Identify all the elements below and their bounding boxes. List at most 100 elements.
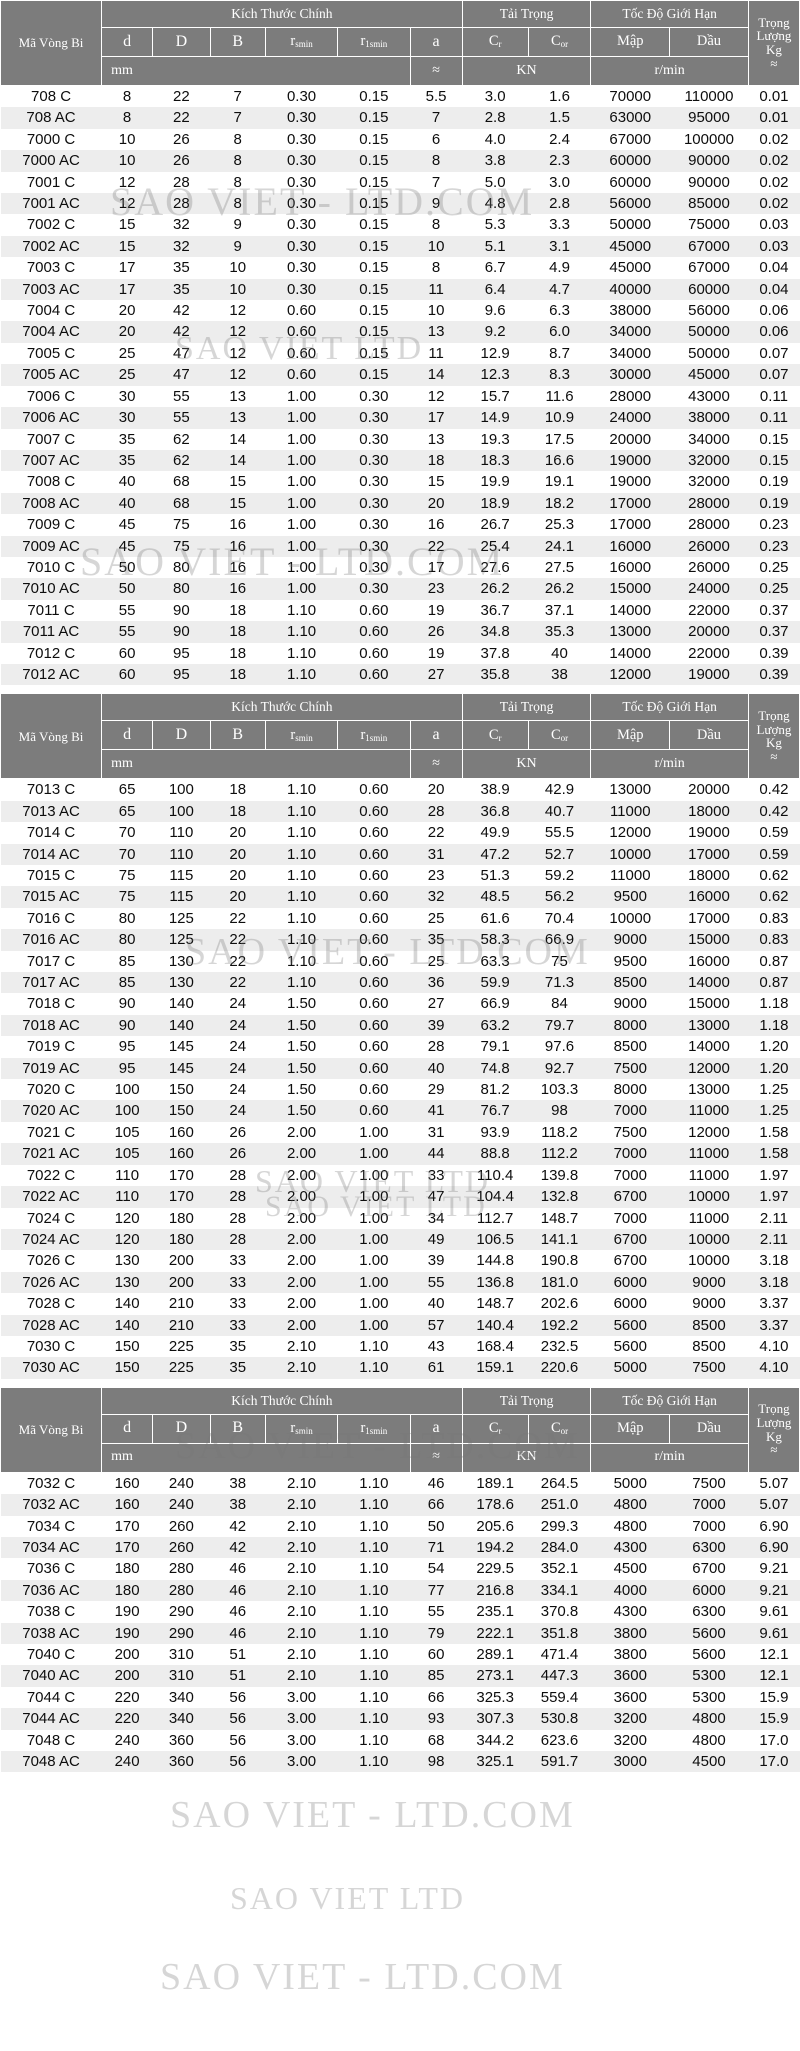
cell-D: 360 [152, 1729, 211, 1752]
cell-D: 145 [152, 1036, 211, 1058]
cell-map: 24000 [590, 407, 670, 429]
cell-B: 15 [210, 492, 266, 515]
cell-d: 35 [101, 428, 153, 450]
cell-dau: 13000 [669, 1079, 749, 1101]
cell-d: 45 [101, 535, 153, 557]
cell-cor: 11.6 [528, 385, 591, 408]
cell-rsmin: 2.10 [265, 1601, 338, 1623]
cell-a: 10 [410, 300, 463, 322]
cell-cor: 55.5 [528, 822, 591, 844]
cell-kg: 0.07 [748, 342, 800, 365]
cr-symbol: C [488, 33, 499, 50]
cell-D: 95 [152, 642, 211, 664]
cell-code: 7002 AC [0, 235, 102, 258]
cell-kg: 0.37 [748, 621, 800, 643]
cell-map: 4500 [590, 1558, 670, 1580]
cell-B: 20 [210, 886, 266, 908]
cell-D: 100 [152, 778, 211, 801]
cell-kg: 0.11 [748, 385, 800, 408]
table-row: 7007 AC 35 62 14 1.00 0.30 18 18.3 16.6 19000 3200… [0, 449, 800, 472]
cell-d: 150 [101, 1335, 153, 1358]
header-weight-approx: ≈ [770, 1442, 778, 1458]
cell-r1smin: 1.00 [337, 1271, 411, 1294]
cell-map: 45000 [590, 257, 670, 279]
cell-kg: 0.42 [748, 800, 800, 823]
cell-r1smin: 0.60 [337, 1036, 411, 1058]
cell-cr: 5.1 [462, 235, 529, 258]
cell-r1smin: 1.10 [337, 1644, 411, 1666]
cell-D: 62 [152, 449, 211, 472]
cell-r1smin: 1.10 [337, 1708, 411, 1730]
cell-map: 9000 [590, 993, 670, 1015]
cell-a: 50 [410, 1515, 463, 1537]
table-row: 7026 AC 130 200 33 2.00 1.00 55 136.8 181.0 6000 9… [0, 1271, 800, 1294]
cell-D: 80 [152, 578, 211, 600]
cell-code: 7036 AC [0, 1579, 102, 1602]
cell-rsmin: 1.00 [265, 514, 338, 536]
cell-code: 7038 C [0, 1601, 102, 1623]
cell-dau: 22000 [669, 642, 749, 664]
cell-r1smin: 0.60 [337, 822, 411, 844]
cell-cr: 76.7 [462, 1100, 529, 1122]
header-weight-line1: Trọng [758, 1401, 790, 1417]
cell-cor: 8.7 [528, 342, 591, 365]
cell-dau: 20000 [669, 621, 749, 643]
cell-kg: 0.07 [748, 364, 800, 386]
cell-cor: 103.3 [528, 1079, 591, 1101]
cell-d: 220 [101, 1686, 153, 1709]
table-row: 7005 AC 25 47 12 0.60 0.15 14 12.3 8.3 30000 45000… [0, 364, 800, 386]
cell-dau: 45000 [669, 364, 749, 386]
table-row: 7001 AC 12 28 8 0.30 0.15 9 4.8 2.8 56000 85000 0.0… [0, 193, 800, 215]
cell-a: 40 [410, 1293, 463, 1315]
cell-map: 3200 [590, 1708, 670, 1730]
cell-rsmin: 0.30 [265, 171, 338, 194]
cell-D: 125 [152, 907, 211, 930]
cell-cr: 88.8 [462, 1143, 529, 1165]
cell-d: 55 [101, 621, 153, 643]
cell-d: 75 [101, 865, 153, 887]
cell-B: 9 [210, 235, 266, 258]
cell-code: 7021 C [0, 1121, 102, 1144]
cell-r1smin: 0.60 [337, 993, 411, 1015]
cell-cr: 18.9 [462, 492, 529, 515]
cell-map: 4300 [590, 1536, 670, 1559]
cell-kg: 0.02 [748, 171, 800, 194]
cell-code: 7017 C [0, 950, 102, 973]
table-row: 7024 C 120 180 28 2.00 1.00 34 112.7 148.7 7000 11… [0, 1207, 800, 1229]
cell-code: 7013 C [0, 778, 102, 801]
cell-cr: 110.4 [462, 1164, 529, 1187]
header-col-r1smin: r1smin [337, 27, 411, 57]
cell-d: 170 [101, 1515, 153, 1537]
cell-rsmin: 2.10 [265, 1558, 338, 1580]
header-col-a: a [409, 27, 463, 57]
cell-rsmin: 1.50 [265, 1057, 338, 1080]
cell-B: 20 [210, 843, 266, 865]
cell-kg: 1.18 [748, 1014, 800, 1037]
cell-B: 42 [210, 1536, 266, 1559]
cell-B: 18 [210, 663, 266, 686]
cell-r1smin: 0.60 [337, 843, 411, 865]
cell-code: 7004 C [0, 300, 102, 322]
cell-kg: 0.23 [748, 535, 800, 557]
cell-map: 11000 [590, 800, 670, 823]
cell-kg: 0.15 [748, 449, 800, 472]
cell-D: 47 [152, 364, 211, 386]
cell-D: 110 [152, 843, 211, 865]
watermark-text: SAO VIET LTD [230, 1880, 465, 1916]
cell-kg: 2.11 [748, 1228, 800, 1251]
cell-D: 310 [152, 1644, 211, 1666]
cell-cr: 222.1 [462, 1622, 529, 1644]
cell-kg: 0.02 [748, 128, 800, 151]
cell-d: 65 [101, 800, 153, 823]
cell-code: 7044 AC [0, 1708, 102, 1730]
cell-dau: 38000 [669, 407, 749, 429]
table-row: 7032 AC 160 240 38 2.10 1.10 66 178.6 251.0 4800 7… [0, 1494, 800, 1516]
cell-B: 15 [210, 471, 266, 493]
header-unit-kn: KN [461, 56, 592, 86]
cell-cr: 9.6 [462, 300, 529, 322]
cell-B: 46 [210, 1579, 266, 1602]
cell-D: 260 [152, 1515, 211, 1537]
cell-d: 10 [101, 128, 153, 151]
cell-kg: 0.11 [748, 407, 800, 429]
header-col-dau: Dầu [669, 720, 749, 751]
